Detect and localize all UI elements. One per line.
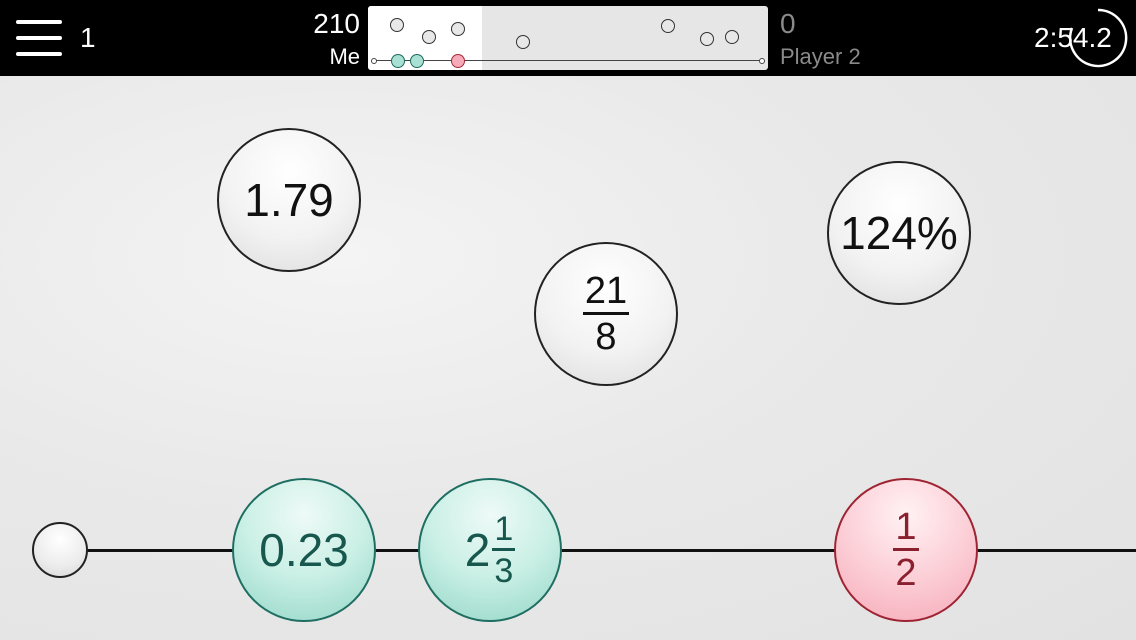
minimap-wrong-bubble [451, 54, 465, 68]
minimap-bubble [451, 22, 465, 36]
minimap-number-line [374, 60, 762, 61]
mixed-whole: 2 [464, 524, 491, 576]
minimap-line-end [759, 58, 765, 64]
bubble-label: 1.79 [244, 174, 334, 226]
minimap[interactable] [368, 6, 768, 70]
fraction-denominator: 3 [494, 552, 514, 590]
level-number: 1 [80, 22, 96, 53]
player2-score: 0 [780, 8, 796, 39]
minimap-placed-bubble [410, 54, 424, 68]
minimap-line-start [371, 58, 377, 64]
fraction-bar [893, 548, 919, 551]
fraction-bar [582, 312, 630, 315]
fraction: 21 8 [582, 270, 630, 358]
player2-name: Player 2 [780, 44, 861, 69]
mixed-number: 2 1 3 [465, 512, 516, 588]
minimap-placed-bubble [391, 54, 405, 68]
bubble-label: 0.23 [259, 524, 349, 576]
player1-score: 210 [313, 8, 360, 39]
bubble-decimal[interactable]: 1.79 [217, 128, 361, 272]
fraction-bar [492, 548, 516, 551]
fraction: 1 3 [492, 510, 516, 590]
fraction-numerator: 21 [584, 270, 628, 312]
minimap-bubble [661, 19, 675, 33]
bubble-label: 124% [840, 207, 958, 259]
menu-icon[interactable] [16, 20, 62, 56]
placed-bubble-mixed-number[interactable]: 2 1 3 [418, 478, 562, 622]
timer-ring-icon [1068, 8, 1128, 68]
fraction: 1 2 [893, 506, 919, 594]
placed-bubble-fraction-wrong[interactable]: 1 2 [834, 478, 978, 622]
placed-bubble-decimal[interactable]: 0.23 [232, 478, 376, 622]
fraction-denominator: 8 [595, 316, 617, 358]
fraction-denominator: 2 [895, 552, 917, 594]
fraction-numerator: 1 [895, 506, 917, 548]
minimap-bubble [390, 18, 404, 32]
player1-name: Me [329, 44, 360, 69]
minimap-bubble [516, 35, 530, 49]
bubble-fraction[interactable]: 21 8 [534, 242, 678, 386]
top-bar: 1 210 Me 0 Player 2 2:54.2 [0, 0, 1136, 76]
number-line-start-node [32, 522, 88, 578]
number-line [60, 549, 1136, 552]
fraction-numerator: 1 [494, 510, 514, 548]
minimap-bubble [725, 30, 739, 44]
bubble-percent[interactable]: 124% [827, 161, 971, 305]
minimap-bubble [422, 30, 436, 44]
minimap-bubble [700, 32, 714, 46]
